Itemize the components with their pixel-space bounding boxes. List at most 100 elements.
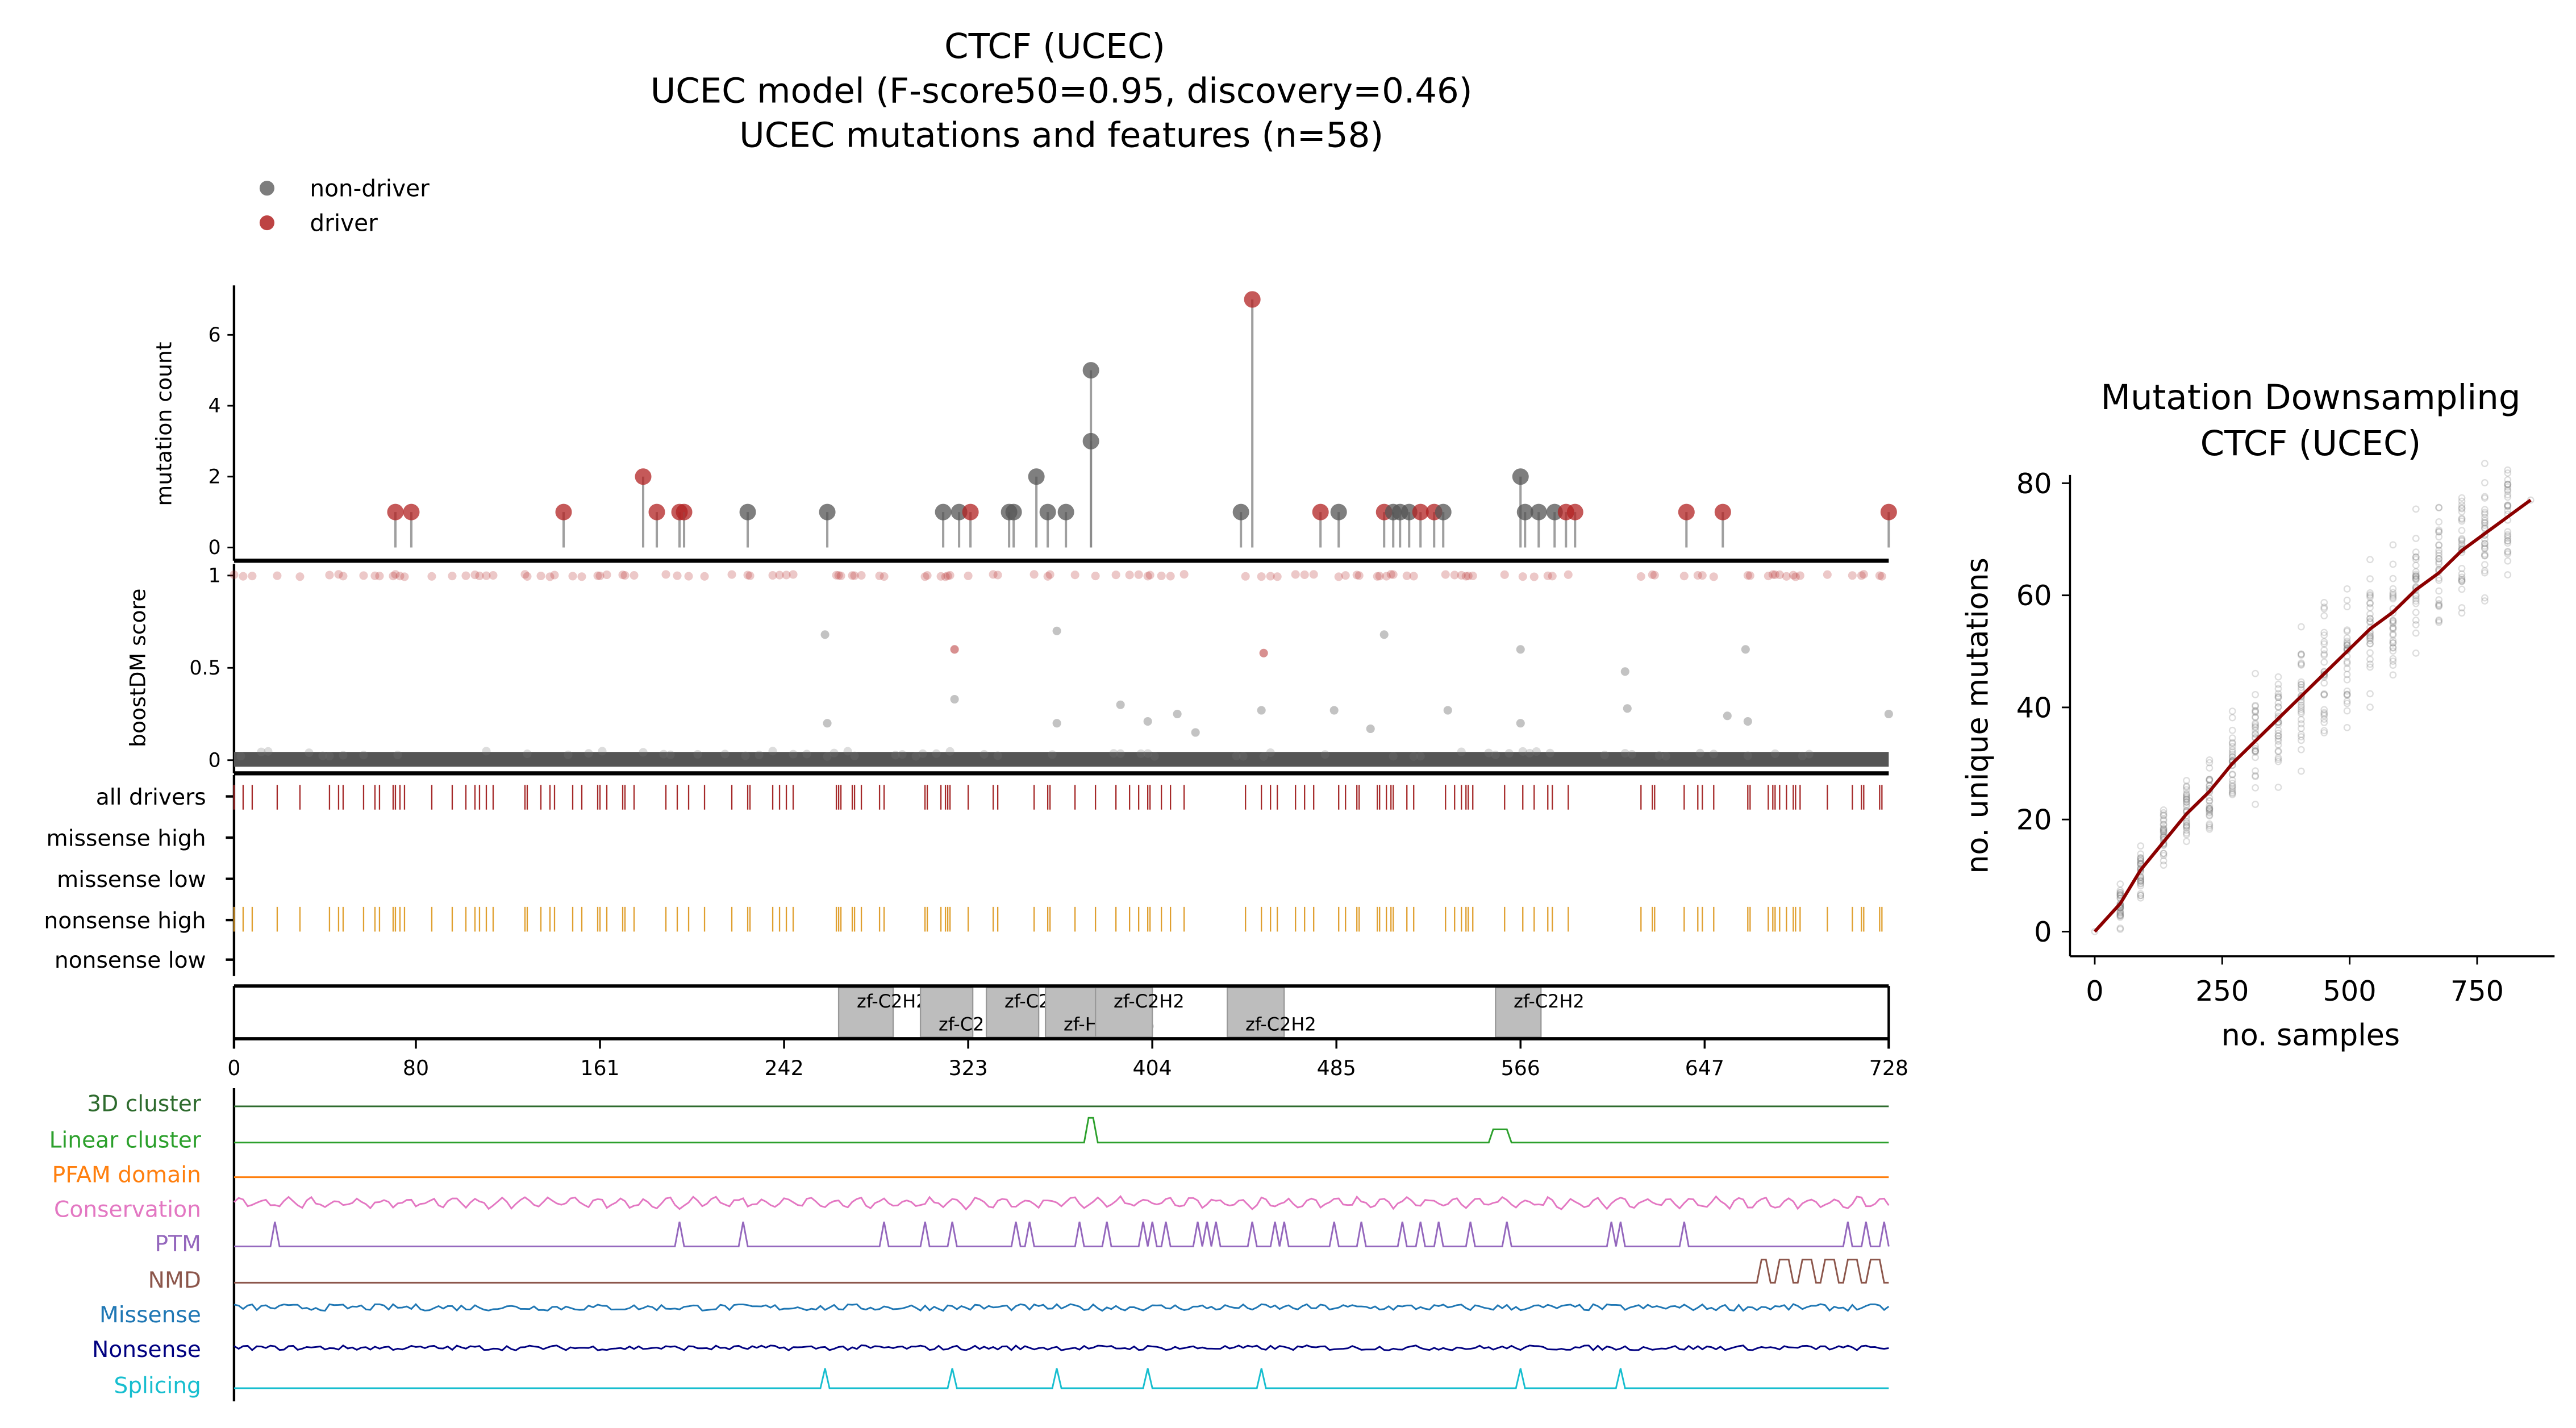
- non-driver-score-point: [666, 750, 675, 759]
- downsampling-point: [2481, 522, 2489, 529]
- track-label: nonsense high: [44, 909, 206, 934]
- downsampling-point: [2297, 659, 2305, 667]
- downsampling-point: [2297, 692, 2305, 700]
- downsampling-point: [2206, 806, 2214, 814]
- non-driver-lollipop-head: [935, 503, 952, 521]
- downsampling-point: [2458, 542, 2466, 549]
- driver-score-point: [1291, 570, 1300, 579]
- downsampling-point: [2504, 487, 2512, 495]
- downsampling-point: [2160, 812, 2167, 819]
- driver-lollipop-head: [1412, 503, 1429, 521]
- downsampling-point: [2435, 549, 2443, 557]
- feature-label-linear-cluster: Linear cluster: [49, 1127, 202, 1153]
- downsampling-point: [2481, 479, 2489, 486]
- driver-score-point: [1145, 571, 1154, 580]
- downsampling-title-line-1: Mutation Downsampling: [2100, 377, 2520, 418]
- non-driver-score-point: [693, 750, 702, 759]
- downsampling-point: [2481, 509, 2489, 517]
- downsampling-point: [2160, 817, 2167, 825]
- downsampling-point: [2366, 640, 2374, 648]
- score-point: [1743, 717, 1752, 726]
- downsampling-point: [2366, 649, 2374, 657]
- downsampling-point: [2435, 526, 2443, 534]
- downsampling-point: [2504, 539, 2512, 547]
- downsampling-point: [2504, 483, 2512, 491]
- downsampling-point: [2274, 703, 2282, 711]
- driver-score-point: [1782, 572, 1791, 581]
- downsampling-point: [2389, 617, 2397, 625]
- feature-label-3d-cluster: 3D cluster: [87, 1092, 202, 1117]
- downsampling-point: [2274, 732, 2282, 740]
- downsampling-point: [2206, 759, 2214, 767]
- non-driver-lollipop-head: [1028, 468, 1045, 485]
- downsampling-point: [2320, 638, 2328, 646]
- downsampling-point: [2504, 501, 2512, 509]
- downsampling-point: [2183, 823, 2190, 830]
- downsampling-point: [2116, 890, 2124, 898]
- downsampling-point: [2504, 476, 2512, 484]
- downsampling-point: [2389, 643, 2397, 651]
- downsampling-point: [2412, 617, 2420, 624]
- driver-score-point: [1457, 571, 1466, 580]
- downsampling-point: [2274, 747, 2282, 755]
- downsampling-y-tick-label: 60: [2016, 579, 2052, 612]
- non-driver-score-point: [1600, 751, 1609, 760]
- driver-score-point: [684, 572, 693, 581]
- downsampling-x-tick-label: 500: [2323, 975, 2377, 1007]
- driver-score-point: [1143, 572, 1152, 581]
- downsampling-point: [2228, 739, 2236, 747]
- downsampling-point: [2137, 880, 2145, 888]
- domain-label: zf-C2H2: [1245, 1013, 1316, 1035]
- score-point: [1257, 706, 1266, 715]
- x-tick-label: 0: [227, 1056, 240, 1080]
- downsampling-point: [2504, 571, 2512, 578]
- downsampling-point: [2343, 626, 2351, 634]
- score-point: [1620, 667, 1629, 676]
- downsampling-point: [2297, 681, 2305, 689]
- downsampling-point: [2481, 524, 2489, 532]
- downsampling-point: [2343, 665, 2351, 673]
- downsampling-point: [2504, 537, 2512, 545]
- downsampling-point: [2160, 827, 2167, 835]
- downsampling-point: [2183, 822, 2190, 830]
- driver-lollipop-head: [403, 503, 420, 521]
- downsampling-point: [2435, 617, 2443, 625]
- driver-lollipop-head: [1714, 503, 1731, 521]
- downsampling-y-label: no. unique mutations: [1961, 557, 1995, 874]
- driver-score-point: [370, 571, 380, 580]
- nondriver-score-band: [234, 752, 1889, 767]
- downsampling-point: [2458, 515, 2466, 523]
- feature-label-pfam-domain: PFAM domain: [52, 1162, 201, 1188]
- downsampling-point: [2389, 617, 2397, 625]
- driver-lollipop-head: [648, 503, 665, 521]
- downsampling-point: [2228, 748, 2236, 756]
- downsampling-point: [2183, 795, 2190, 802]
- driver-score-point: [545, 572, 555, 581]
- non-driver-score-point: [393, 750, 402, 760]
- non-driver-score-point: [639, 748, 648, 757]
- driver-score-point: [836, 571, 845, 580]
- downsampling-point: [2366, 599, 2374, 607]
- downsampling-point: [2183, 803, 2190, 810]
- downsampling-point: [2206, 764, 2214, 772]
- downsampling-point: [2458, 527, 2466, 534]
- downsampling-point: [2297, 660, 2305, 668]
- non-driver-score-point: [1627, 750, 1636, 759]
- downsampling-point: [2252, 702, 2259, 709]
- driver-score-point: [1770, 570, 1779, 579]
- downsampling-x-label: no. samples: [2221, 1019, 2400, 1053]
- downsampling-point: [2343, 697, 2351, 705]
- downsampling-point: [2435, 616, 2443, 624]
- downsampling-point: [2366, 660, 2374, 668]
- downsampling-point: [2366, 635, 2374, 643]
- downsampling-point: [2228, 785, 2236, 793]
- downsampling-y-tick-label: 0: [2034, 915, 2052, 948]
- downsampling-point: [2320, 599, 2328, 606]
- non-driver-score-point: [325, 752, 334, 761]
- downsampling-point: [2412, 592, 2420, 600]
- downsampling-point: [2389, 624, 2397, 631]
- downsampling-point: [2206, 802, 2214, 810]
- downsampling-point: [2228, 789, 2236, 796]
- downsampling-point: [2389, 585, 2397, 593]
- downsampling-point: [2137, 882, 2145, 890]
